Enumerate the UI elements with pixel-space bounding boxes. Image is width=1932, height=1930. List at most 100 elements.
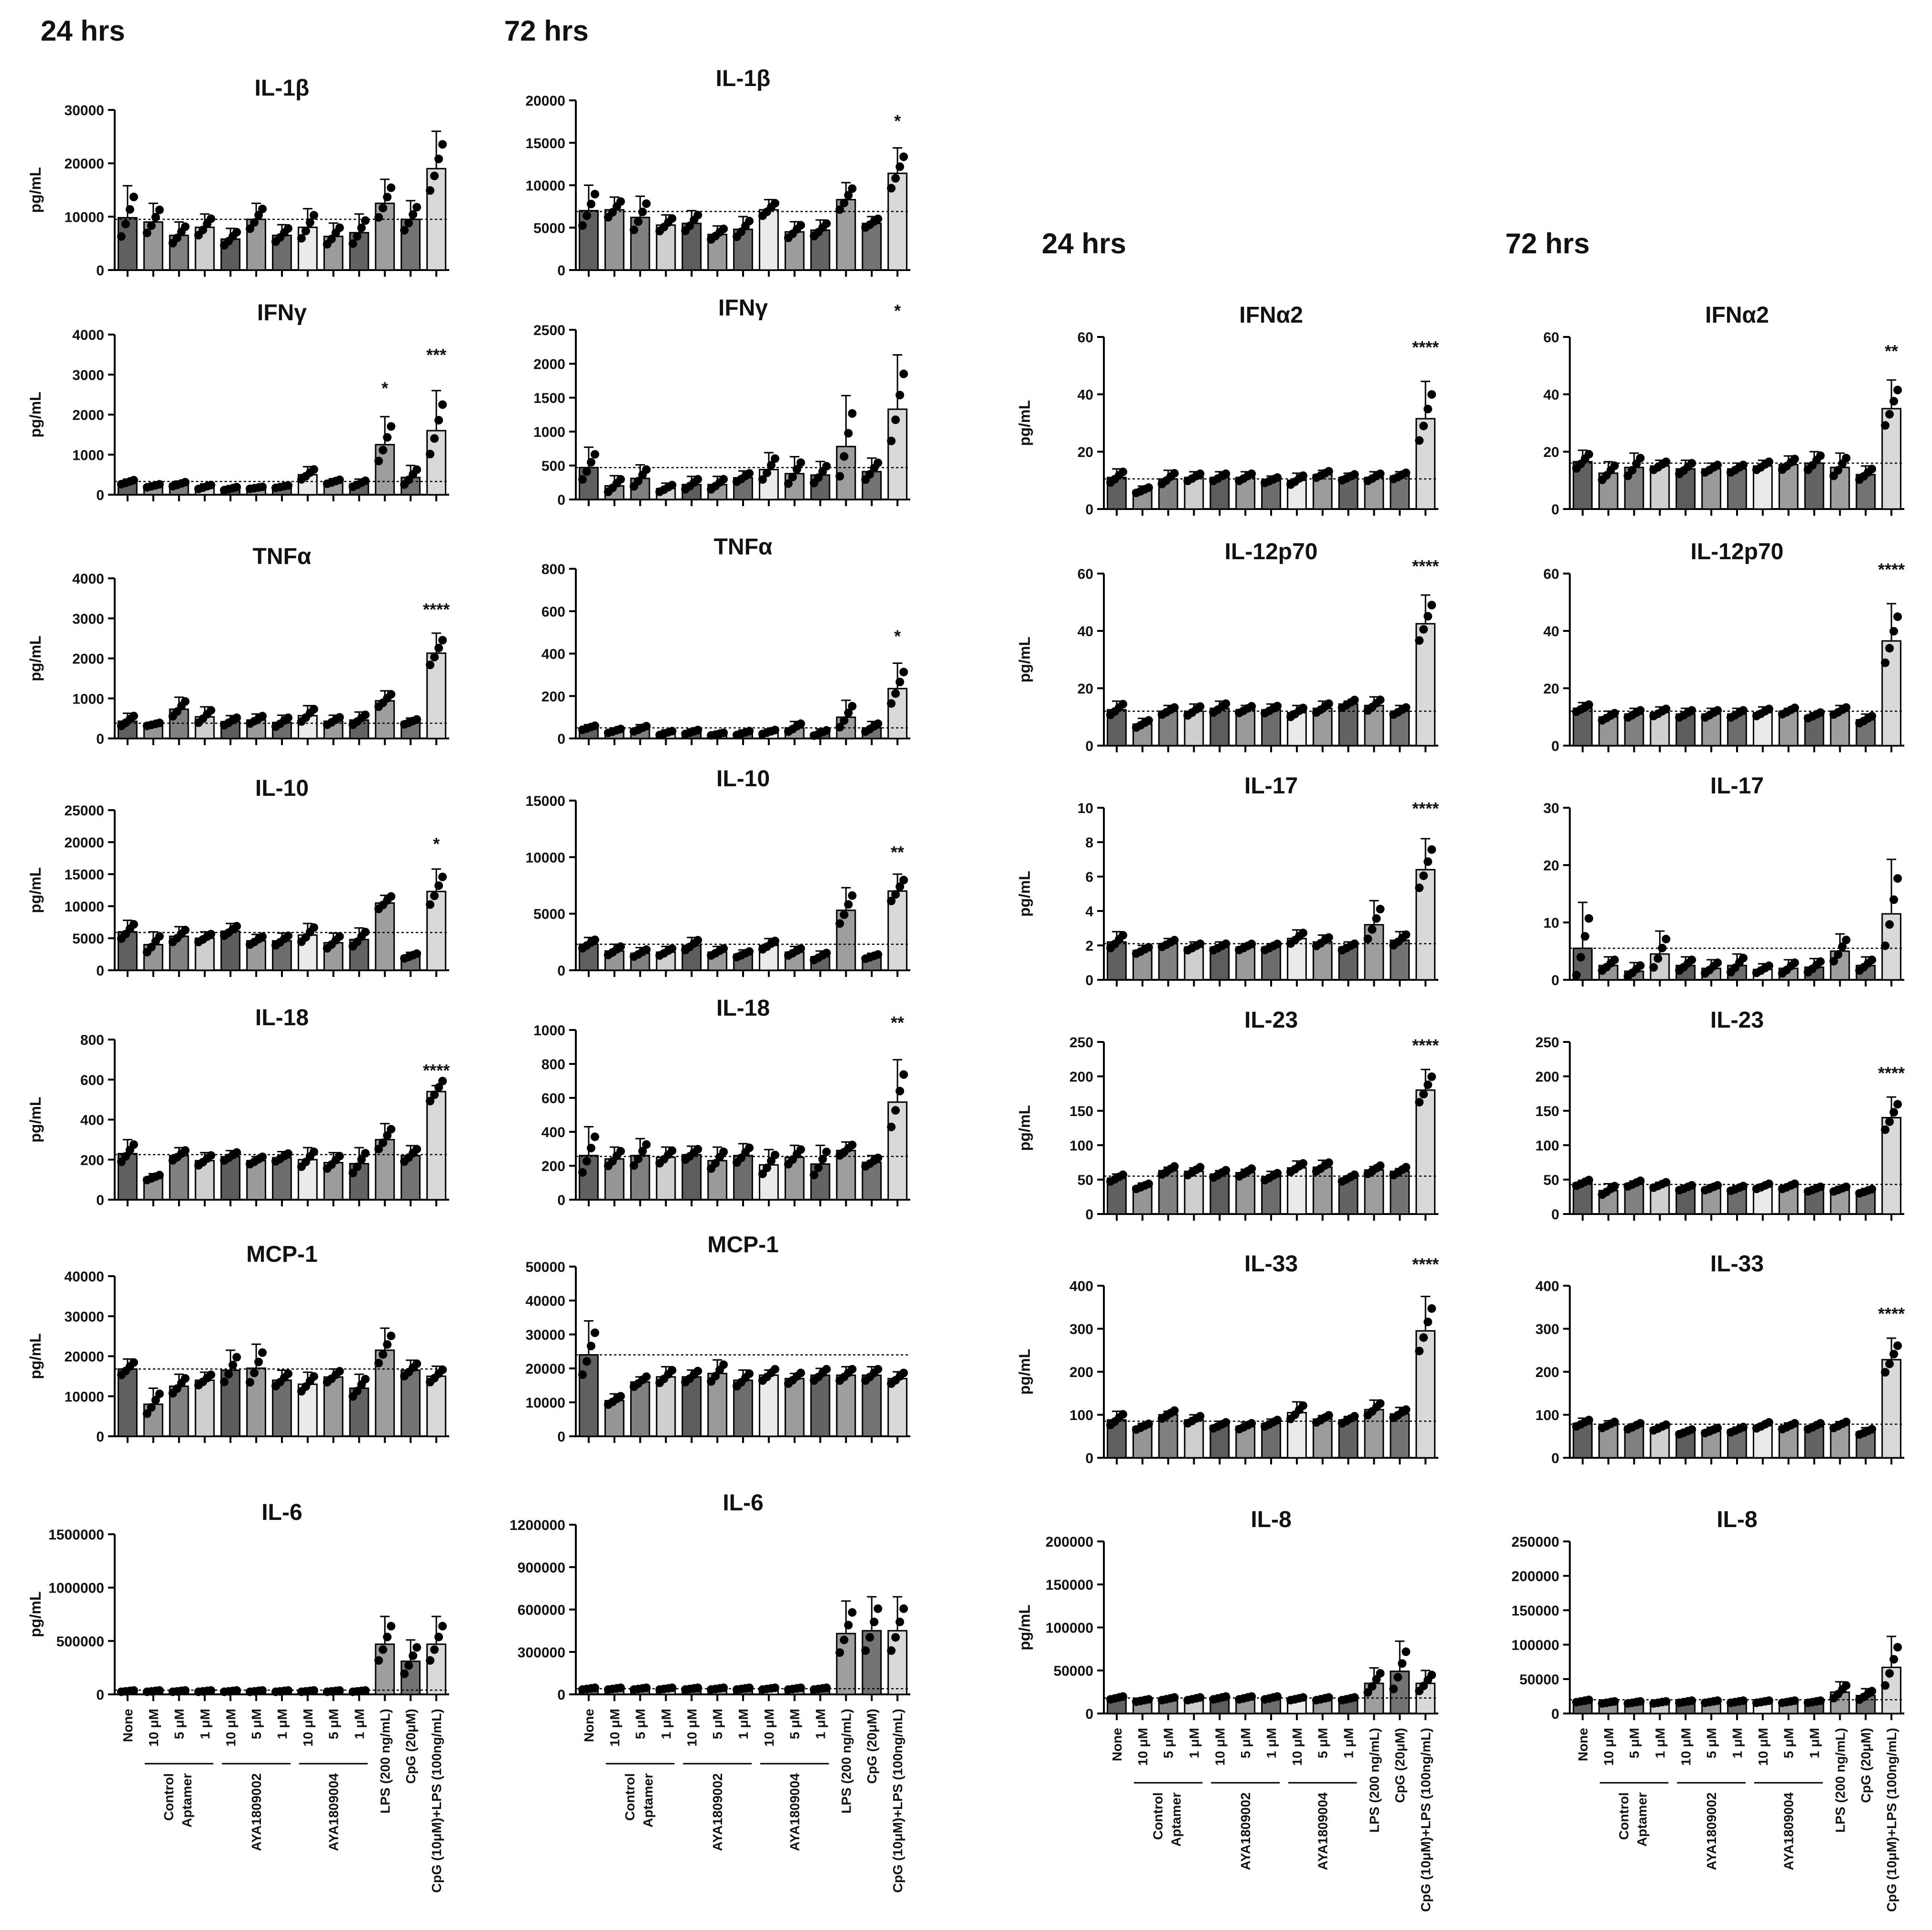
x-category-label: 10 μM — [684, 1709, 699, 1746]
chart-panel-il-18-a5: IL-18 pg/mL 0 200 400 600 800 **** — [27, 1005, 450, 1208]
data-point — [1764, 1696, 1773, 1705]
y-tick-label: 200 — [541, 689, 565, 705]
chart-title: MCP-1 — [707, 1232, 778, 1258]
data-point — [1764, 457, 1773, 466]
y-tick-label: 10000 — [65, 209, 104, 225]
x-category-label: 10 μM — [223, 1709, 238, 1746]
chart-panels: IL-1βpg/mL0100002000030000IFNγpg/mL01000… — [27, 66, 1905, 1722]
y-tick-label: 0 — [557, 263, 565, 279]
data-point — [1885, 1359, 1894, 1368]
significance-label: ** — [891, 843, 904, 862]
data-point — [590, 450, 599, 459]
data-point — [745, 1369, 754, 1378]
group-label: AYA1809004 — [1781, 1792, 1796, 1870]
data-point — [1816, 957, 1825, 966]
data-point — [770, 199, 779, 208]
chart-panel-tnf--b3: TNFα 0 200 400 600 800 * — [541, 534, 910, 747]
data-point — [426, 900, 435, 909]
data-point — [1713, 958, 1722, 967]
data-point — [719, 1360, 728, 1369]
significance-label: **** — [1412, 556, 1439, 576]
y-axis-label: pg/mL — [27, 1592, 44, 1637]
data-point — [616, 197, 625, 206]
y-tick-label: 50000 — [526, 1259, 565, 1275]
section-heading-72hrs-right: 72 hrs — [1505, 228, 1590, 260]
data-point — [1687, 459, 1696, 468]
y-tick-label: 20000 — [526, 1361, 565, 1377]
data-point — [578, 221, 587, 230]
bar — [1132, 950, 1153, 981]
data-point — [1424, 857, 1433, 866]
data-point — [335, 932, 344, 941]
data-point — [206, 214, 216, 223]
data-point — [434, 416, 443, 425]
x-category-label: 10 μM — [607, 1709, 622, 1746]
data-point — [1402, 703, 1411, 712]
y-tick-label: 10000 — [65, 899, 104, 915]
x-category-label: CpG (10μM)+LPS (100ng/mL) — [890, 1709, 905, 1893]
y-tick-label: 200 — [541, 1159, 565, 1174]
data-point — [1170, 1162, 1179, 1171]
y-tick-label: 30 — [1543, 801, 1559, 816]
data-point — [1610, 1182, 1619, 1191]
x-category-label: 5 μM — [1161, 1728, 1176, 1758]
data-point — [1790, 455, 1799, 464]
data-point — [835, 723, 844, 732]
data-point — [693, 1145, 702, 1154]
data-point — [1324, 933, 1333, 942]
data-point — [426, 186, 435, 195]
data-point — [874, 458, 883, 467]
y-tick-label: 20 — [1543, 858, 1559, 874]
y-tick-label: 800 — [80, 1032, 104, 1048]
data-point — [865, 470, 874, 479]
data-point — [430, 1090, 439, 1099]
y-tick-label: 1000 — [533, 424, 565, 440]
data-point — [1713, 706, 1722, 715]
data-point — [822, 1683, 831, 1692]
data-point — [438, 400, 447, 409]
data-point — [711, 1372, 720, 1381]
data-point — [147, 221, 156, 230]
data-point — [1415, 436, 1424, 445]
data-point — [284, 1369, 292, 1378]
data-point — [758, 475, 767, 484]
y-tick-label: 200 — [80, 1152, 104, 1168]
data-point — [125, 205, 134, 214]
x-category-label: 10 μM — [1601, 1728, 1616, 1766]
data-point — [1427, 845, 1436, 854]
data-point — [1842, 703, 1851, 712]
data-point — [387, 690, 396, 699]
data-point — [198, 226, 207, 235]
category-axis-a: None 10 μM 5 μM 1 μM 10 μM 5 μM 1 μM 10 μM 5 μM 1… — [120, 1709, 444, 1893]
y-tick-label: 150000 — [1046, 1577, 1093, 1593]
data-point — [840, 716, 849, 725]
y-tick-label: 0 — [557, 963, 565, 979]
data-point — [590, 1683, 599, 1692]
data-point — [1636, 1176, 1645, 1185]
chart-title: IL-33 — [1710, 1251, 1764, 1277]
data-point — [590, 1328, 599, 1337]
data-point — [232, 1148, 241, 1157]
data-point — [232, 483, 241, 492]
data-point — [629, 225, 638, 234]
data-point — [155, 1389, 164, 1399]
data-point — [378, 1138, 388, 1147]
data-point — [412, 949, 421, 958]
data-point — [1398, 1659, 1407, 1668]
category-axis-b: None 10 μM 5 μM 1 μM 10 μM 5 μM 1 μM 10 μM 5 μM 1… — [582, 1709, 905, 1893]
data-point — [348, 239, 357, 248]
data-point — [1247, 702, 1256, 711]
chart-title: IL-17 — [1244, 773, 1298, 799]
data-point — [438, 1076, 447, 1085]
data-point — [426, 1656, 435, 1665]
data-point — [844, 708, 853, 717]
data-point — [891, 1633, 900, 1642]
x-category-labels: None 10 μM 5 μM 1 μM 10 μM 5 μM 1 μM 10 μM 5 μM 1… — [120, 1709, 1899, 1912]
y-tick-label: 20 — [1543, 445, 1559, 460]
x-category-label: None — [1110, 1728, 1124, 1761]
data-point — [719, 224, 728, 233]
data-point — [1221, 939, 1230, 948]
y-tick-label: 20000 — [65, 1349, 104, 1365]
data-point — [896, 390, 905, 400]
data-point — [784, 479, 793, 488]
